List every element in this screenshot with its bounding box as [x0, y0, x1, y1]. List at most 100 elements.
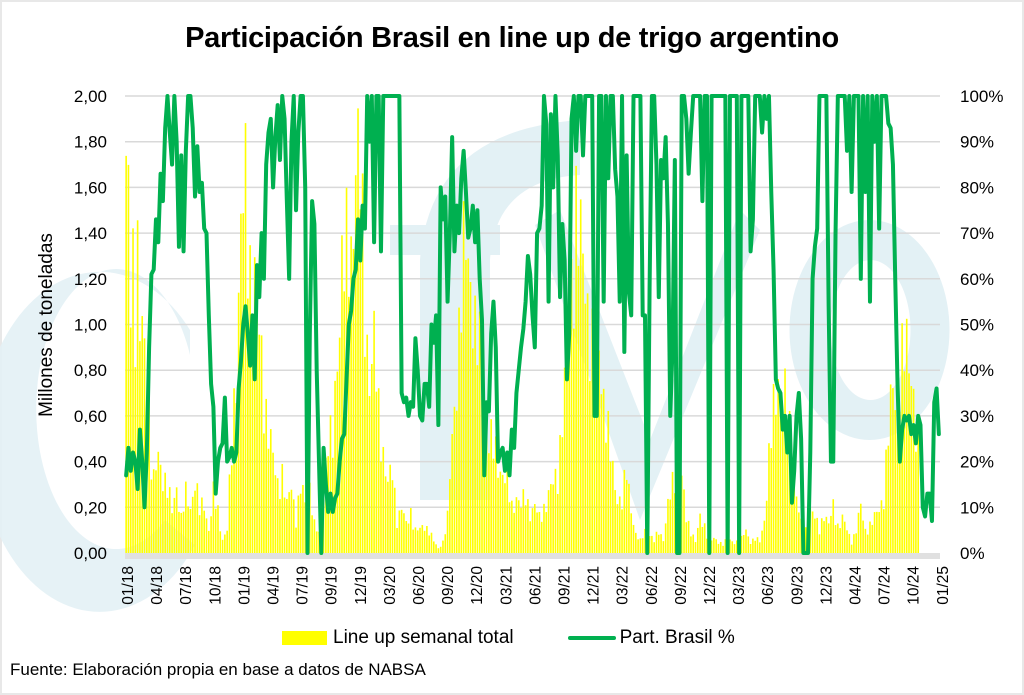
bar: [876, 511, 878, 553]
bar: [724, 539, 727, 553]
bar: [281, 463, 284, 553]
bar: [520, 507, 522, 553]
bar: [125, 155, 127, 553]
y2-tick-label: 0%: [960, 544, 985, 563]
bar: [506, 466, 509, 553]
x-tick-label: 09/19: [324, 566, 341, 605]
y-tick-label: 1,60: [74, 178, 107, 197]
bar: [368, 396, 371, 553]
bar: [733, 544, 736, 553]
bar: [370, 364, 373, 553]
bar: [582, 253, 584, 553]
y-tick-label: 1,40: [74, 224, 107, 243]
bar: [871, 524, 874, 553]
bar: [467, 258, 470, 553]
y-tick-label: 0,00: [74, 544, 107, 563]
bar: [584, 303, 587, 553]
bar: [511, 500, 513, 553]
bar: [256, 284, 258, 553]
bar: [651, 535, 653, 553]
bar: [607, 410, 610, 553]
bar: [784, 368, 786, 553]
bar: [602, 388, 605, 553]
x-tick-label: 12/22: [702, 566, 719, 605]
bar: [318, 531, 320, 553]
bar: [816, 517, 818, 553]
bar: [373, 310, 375, 553]
bar: [168, 487, 171, 553]
x-tick-label: 06/23: [760, 566, 777, 605]
bar: [570, 258, 573, 553]
y2-axis-ticks: 0% 10% 20% 30% 40% 50% 60% 70% 80% 90% 100%: [960, 87, 1003, 563]
legend-item-line[interactable]: Part. Brasil %: [567, 627, 735, 649]
bar: [203, 510, 206, 553]
bar: [428, 535, 430, 553]
bar: [616, 504, 619, 553]
bar: [361, 173, 364, 553]
bar: [869, 521, 871, 553]
bar: [715, 539, 717, 553]
x-tick-label: 03/22: [615, 566, 632, 605]
bar: [554, 468, 557, 553]
bar: [749, 544, 752, 553]
bar: [609, 461, 612, 553]
bar: [690, 536, 692, 553]
bar: [717, 543, 720, 553]
bar: [260, 335, 263, 553]
x-tick-label: 07/19: [295, 566, 312, 605]
x-tick-label: 12/23: [818, 566, 835, 605]
bar: [713, 537, 715, 553]
bar: [182, 511, 185, 553]
bar: [699, 513, 701, 553]
bar: [793, 476, 796, 553]
bar: [497, 477, 499, 553]
legend-item-bars[interactable]: Line up semanal total: [282, 627, 514, 649]
bar: [242, 213, 245, 553]
bar: [426, 526, 428, 553]
bar: [465, 259, 467, 553]
bar: [740, 535, 743, 553]
bar: [798, 512, 800, 553]
bar: [908, 373, 910, 553]
bar: [407, 523, 410, 553]
bar: [905, 318, 908, 553]
bar: [263, 433, 265, 553]
line-part-brasil: [124, 94, 941, 555]
y-axis-label: Millones de toneladas: [36, 233, 57, 417]
bar: [348, 296, 350, 553]
bar: [630, 513, 633, 553]
y-tick-label: 0,60: [74, 407, 107, 426]
bar: [664, 523, 667, 553]
bar: [357, 108, 359, 553]
bar: [419, 527, 421, 553]
bar: [586, 293, 589, 553]
bar: [508, 502, 511, 553]
bar: [198, 515, 201, 553]
bar: [550, 484, 552, 553]
x-tick-label: 06/21: [527, 566, 544, 605]
bar: [205, 518, 208, 553]
bar: [159, 464, 162, 553]
bar: [391, 480, 394, 553]
bar: [598, 350, 600, 553]
source-note: Fuente: Elaboración propia en base a dat…: [10, 660, 426, 679]
watermark-letter-c: [0, 269, 195, 612]
bar: [910, 386, 913, 553]
bar: [501, 474, 504, 553]
bar: [719, 541, 722, 553]
x-tick-label: 12/19: [353, 566, 370, 605]
x-tick-label: 01/25: [935, 566, 952, 605]
bar: [827, 523, 830, 553]
y-tick-label: 0,20: [74, 498, 107, 517]
x-tick-label: 09/22: [673, 566, 690, 605]
bar: [458, 307, 460, 553]
bar: [439, 546, 442, 553]
bar: [350, 236, 352, 554]
bar: [297, 495, 300, 553]
bar: [545, 512, 548, 553]
bar: [265, 398, 267, 553]
y2-tick-label: 10%: [960, 498, 994, 517]
bar: [283, 497, 286, 553]
bar: [187, 506, 189, 553]
bar: [855, 533, 858, 553]
